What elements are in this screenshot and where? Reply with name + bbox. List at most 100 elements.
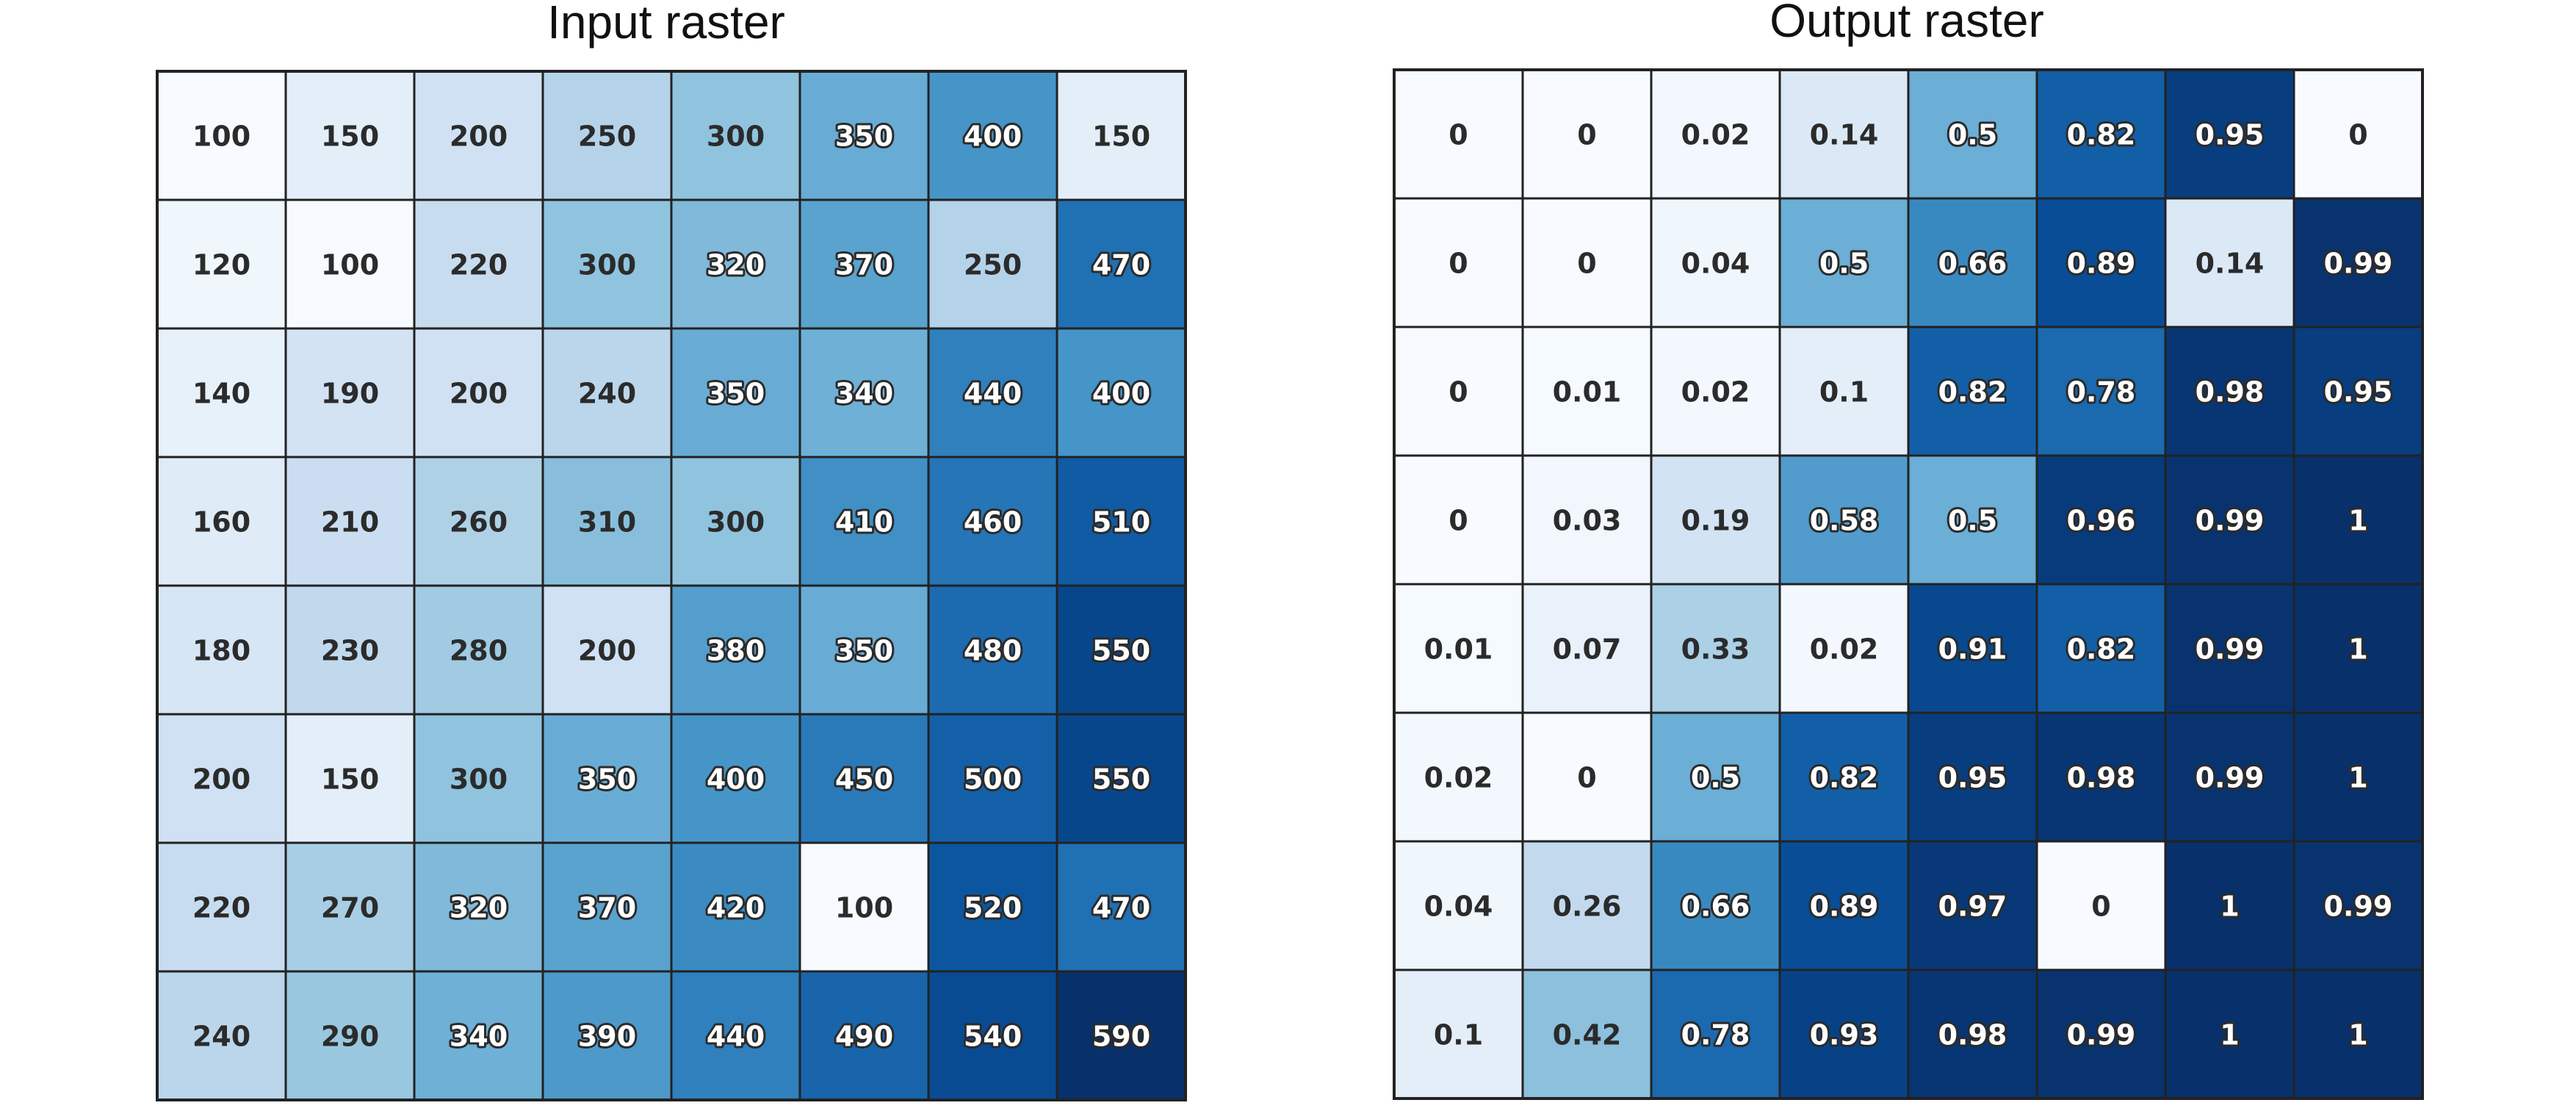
heatmap-cell-label: 210 bbox=[321, 506, 379, 539]
heatmap-cell bbox=[670, 713, 801, 844]
heatmap-cell bbox=[2292, 968, 2424, 1100]
heatmap-border bbox=[156, 70, 1187, 1101]
heatmap-cell bbox=[2292, 711, 2424, 843]
output-raster-panel: Output raster 0 0 0.02 0.14 0.5 0.82 0.95 0 0 0 0.… bbox=[1393, 0, 2424, 1100]
heatmap-cell-label: 100 bbox=[835, 892, 893, 924]
heatmap-cell bbox=[284, 198, 416, 330]
heatmap-cell-label: 0.1 bbox=[1819, 376, 1869, 409]
heatmap-cell bbox=[670, 327, 801, 459]
heatmap-cell-label: 140 bbox=[192, 378, 250, 410]
heatmap-cell bbox=[1393, 711, 1524, 843]
heatmap-cell bbox=[1907, 197, 2038, 328]
heatmap-cell-label: 400 bbox=[1092, 378, 1150, 410]
heatmap-cell-label: 300 bbox=[707, 121, 765, 153]
heatmap-cell-label: 250 bbox=[578, 121, 636, 153]
heatmap-cell-label: 0.02 bbox=[1810, 633, 1879, 666]
heatmap-cell-label: 300 bbox=[578, 249, 636, 281]
heatmap-cell-label: 0 bbox=[1448, 248, 1468, 280]
heatmap-cell bbox=[1778, 711, 1910, 843]
heatmap-cell-label: 350 bbox=[835, 635, 893, 667]
heatmap-cell-label: 480 bbox=[964, 635, 1022, 667]
heatmap-cell-label: 1 bbox=[2348, 762, 2367, 794]
heatmap-cell-label: 440 bbox=[964, 378, 1022, 410]
heatmap-cell-label: 0 bbox=[2348, 119, 2367, 151]
heatmap-cell bbox=[1056, 713, 1187, 844]
heatmap-cell-label: 280 bbox=[450, 635, 508, 667]
heatmap-cell-label: 180 bbox=[192, 635, 250, 667]
heatmap-cell-label: 0.02 bbox=[1681, 119, 1750, 151]
heatmap-border bbox=[1393, 68, 2424, 1100]
heatmap-cell-label: 0.99 bbox=[2324, 891, 2393, 923]
heatmap-cell bbox=[413, 713, 544, 844]
heatmap-cell-label: 520 bbox=[964, 892, 1022, 924]
heatmap-cell-label: 0 bbox=[1448, 376, 1468, 409]
heatmap-cell bbox=[1393, 583, 1524, 714]
heatmap-cell-label: 300 bbox=[450, 763, 508, 796]
heatmap-cell-label: 380 bbox=[707, 635, 765, 667]
heatmap-cell-label: 420 bbox=[707, 892, 765, 924]
heatmap-cell bbox=[1521, 968, 1653, 1100]
heatmap-cell bbox=[670, 970, 801, 1101]
heatmap-cell-label: 0.78 bbox=[1681, 1019, 1750, 1051]
heatmap-cell-label: 250 bbox=[964, 249, 1022, 281]
heatmap-cell-label: 390 bbox=[578, 1021, 636, 1053]
heatmap-cell-label: 0.58 bbox=[1810, 505, 1879, 537]
heatmap-cell-label: 0.96 bbox=[2067, 505, 2136, 537]
heatmap-cell-label: 290 bbox=[321, 1021, 379, 1053]
heatmap-cell-label: 340 bbox=[450, 1021, 508, 1053]
heatmap-cell bbox=[1056, 70, 1187, 201]
heatmap-cell bbox=[541, 456, 673, 587]
heatmap-cell bbox=[1056, 584, 1187, 716]
heatmap-cell bbox=[1521, 840, 1653, 971]
heatmap-cell-label: 400 bbox=[707, 763, 765, 796]
heatmap-cell bbox=[1056, 970, 1187, 1101]
heatmap-cell-label: 460 bbox=[964, 506, 1022, 539]
heatmap-cell-label: 550 bbox=[1092, 763, 1150, 796]
heatmap-cell-label: 0.66 bbox=[1938, 248, 2007, 280]
heatmap-cell bbox=[1521, 68, 1653, 200]
heatmap-cell-label: 0.98 bbox=[1938, 1019, 2007, 1051]
heatmap-cell-label: 0.14 bbox=[2196, 248, 2265, 280]
heatmap-cell bbox=[1521, 454, 1653, 586]
heatmap-cell bbox=[413, 970, 544, 1101]
heatmap-cell bbox=[541, 198, 673, 330]
heatmap-cell bbox=[1907, 840, 2038, 971]
heatmap-cell-label: 0.5 bbox=[1948, 119, 1997, 151]
heatmap-cell-label: 0.1 bbox=[1434, 1019, 1483, 1051]
heatmap-cell bbox=[2164, 968, 2295, 1100]
heatmap-cell-label: 0.19 bbox=[1681, 505, 1750, 537]
heatmap-cell bbox=[2035, 197, 2167, 328]
heatmap-cell bbox=[284, 327, 416, 459]
heatmap-cell bbox=[1907, 454, 2038, 586]
heatmap-cell-label: 540 bbox=[964, 1021, 1022, 1053]
heatmap-cell bbox=[1393, 840, 1524, 971]
heatmap-cell-label: 490 bbox=[835, 1021, 893, 1053]
heatmap-cell-label: 0.78 bbox=[2067, 376, 2136, 409]
heatmap-cell-label: 200 bbox=[450, 378, 508, 410]
heatmap-cell-label: 0.02 bbox=[1424, 762, 1493, 794]
heatmap-cell-label: 240 bbox=[192, 1021, 250, 1053]
heatmap-cell-label: 270 bbox=[321, 892, 379, 924]
heatmap-cell bbox=[2164, 840, 2295, 971]
heatmap-cell bbox=[2292, 197, 2424, 328]
heatmap-cell-label: 260 bbox=[450, 506, 508, 539]
heatmap-cell-label: 310 bbox=[578, 506, 636, 539]
heatmap-cell-label: 230 bbox=[321, 635, 379, 667]
heatmap-cell-label: 350 bbox=[835, 121, 893, 153]
heatmap-cell-label: 1 bbox=[2220, 891, 2239, 923]
heatmap-cell-label: 0.95 bbox=[1938, 762, 2007, 794]
heatmap-cell bbox=[541, 584, 673, 716]
heatmap-cell bbox=[413, 456, 544, 587]
heatmap-cell bbox=[1778, 583, 1910, 714]
heatmap-cell-label: 0.89 bbox=[1810, 891, 1879, 923]
heatmap-cell bbox=[1521, 197, 1653, 328]
heatmap-cell-label: 0.26 bbox=[1553, 891, 1622, 923]
heatmap-cell-label: 340 bbox=[835, 378, 893, 410]
heatmap-cell-label: 0.82 bbox=[1810, 762, 1879, 794]
heatmap-cell-label: 0.14 bbox=[1810, 119, 1879, 151]
heatmap-cell-label: 100 bbox=[192, 121, 250, 153]
heatmap-cell-label: 0.82 bbox=[1938, 376, 2007, 409]
heatmap-cell bbox=[927, 327, 1058, 459]
heatmap-cell bbox=[2035, 840, 2167, 971]
